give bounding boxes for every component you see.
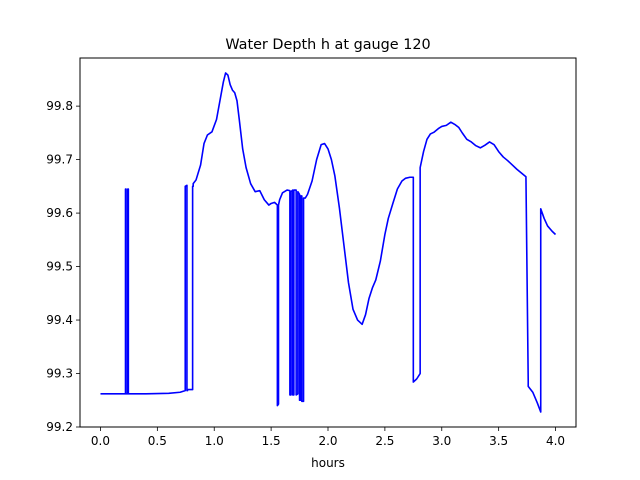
x-tick-label: 0.5 [148, 434, 167, 448]
y-axis-ticks: 99.2 99.3 99.4 99.5 99.6 99.7 99.8 [46, 99, 80, 434]
x-tick-label: 0.0 [91, 434, 110, 448]
y-tick-label: 99.2 [46, 420, 73, 434]
x-axis-ticks: 0.0 0.5 1.0 1.5 2.0 2.5 3.0 3.5 4.0 [91, 427, 565, 448]
plot-lines [100, 72, 557, 413]
x-tick-label: 4.0 [546, 434, 565, 448]
x-tick-label: 2.0 [318, 434, 337, 448]
x-tick-label: 3.5 [489, 434, 508, 448]
y-tick-label: 99.8 [46, 99, 73, 113]
x-tick-label: 2.5 [375, 434, 394, 448]
x-axis-label: hours [311, 456, 345, 470]
x-tick-label: 1.0 [205, 434, 224, 448]
y-tick-label: 99.6 [46, 206, 73, 220]
series-line-0 [100, 72, 557, 413]
y-tick-label: 99.7 [46, 153, 73, 167]
y-tick-label: 99.5 [46, 260, 73, 274]
x-tick-label: 1.5 [262, 434, 281, 448]
x-tick-label: 3.0 [432, 434, 451, 448]
chart-title: Water Depth h at gauge 120 [225, 37, 430, 53]
y-tick-label: 99.3 [46, 367, 73, 381]
y-tick-label: 99.4 [46, 313, 73, 327]
